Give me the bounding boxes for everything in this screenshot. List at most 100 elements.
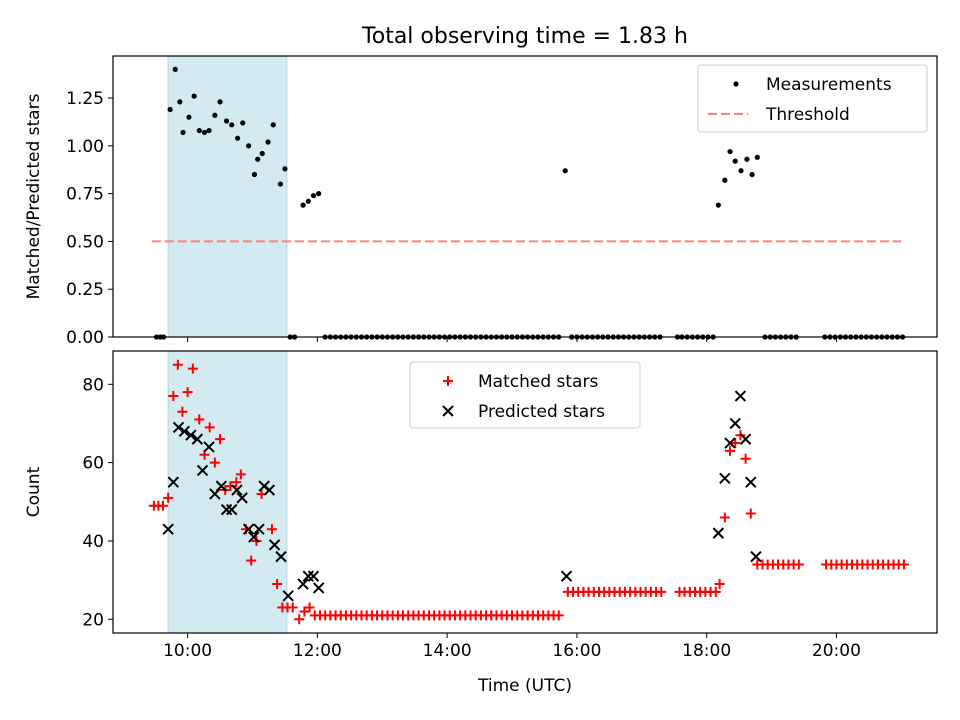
legend-label: Predicted stars <box>478 402 605 422</box>
x-tick-label: 10:00 <box>163 641 212 661</box>
data-point <box>316 191 322 197</box>
data-point <box>719 472 731 484</box>
data-point <box>553 610 564 621</box>
data-point <box>710 586 721 597</box>
shaded-span <box>168 56 287 337</box>
data-point <box>749 171 755 178</box>
data-point <box>268 539 281 551</box>
legend-box <box>409 361 641 429</box>
x-tick-label: 12:00 <box>293 641 342 661</box>
data-point <box>172 421 185 434</box>
data-point <box>305 198 311 204</box>
data-point <box>217 99 223 105</box>
data-point <box>172 359 183 370</box>
data-point <box>246 143 252 149</box>
data-point <box>656 586 667 597</box>
data-point <box>236 492 248 504</box>
data-point <box>302 570 315 582</box>
data-point <box>724 437 736 449</box>
data-point <box>734 390 747 402</box>
data-point <box>729 417 741 430</box>
legend-label: Matched stars <box>478 372 598 392</box>
data-point <box>294 614 305 625</box>
data-point <box>287 602 298 613</box>
data-point <box>712 527 725 539</box>
data-point <box>560 570 573 582</box>
data-point <box>182 387 193 398</box>
x-tick-label: 16:00 <box>552 641 601 661</box>
data-point <box>738 168 744 174</box>
y-tick-label: 1.00 <box>66 137 104 157</box>
data-point <box>266 524 277 535</box>
data-point <box>307 570 320 582</box>
data-point <box>231 484 243 496</box>
data-point <box>167 476 180 488</box>
data-point <box>714 579 725 590</box>
legend-key-matched <box>443 376 453 386</box>
legend-key-predicted <box>442 405 454 417</box>
data-point <box>229 122 235 128</box>
y-axis-label: Matched/Predicted stars <box>24 93 44 299</box>
data-point <box>745 508 756 519</box>
data-point <box>212 112 218 118</box>
data-point <box>739 433 752 445</box>
data-point <box>248 531 260 543</box>
data-point <box>898 559 909 570</box>
legend-box <box>697 64 928 133</box>
data-point <box>240 120 246 126</box>
data-point <box>300 202 306 208</box>
y-tick-label: 0.25 <box>66 280 104 300</box>
data-point <box>167 106 173 113</box>
data-point <box>201 129 208 136</box>
data-point <box>231 477 242 488</box>
data-point <box>282 166 288 172</box>
data-point <box>251 171 258 178</box>
y-tick-label: 0.00 <box>66 328 104 348</box>
data-point <box>194 414 205 425</box>
series-matched-stars <box>148 359 909 625</box>
data-point <box>740 453 751 464</box>
data-point <box>275 550 287 563</box>
data-point <box>162 523 174 535</box>
data-point <box>793 559 804 570</box>
data-point <box>226 503 238 516</box>
data-point <box>727 148 733 155</box>
data-point <box>255 156 261 162</box>
legend: Measurements Threshold <box>697 64 928 133</box>
axes-frame <box>112 55 938 338</box>
data-point <box>744 156 750 162</box>
data-point <box>157 500 168 511</box>
top-panel-ratio-plot: 0.00 0.25 0.50 0.75 1.00 1.25 Matched/Predicte… <box>24 55 938 348</box>
y-tick-label: 0.50 <box>66 232 104 252</box>
data-point <box>277 181 283 187</box>
data-point <box>297 578 309 590</box>
data-point <box>215 480 228 492</box>
data-point <box>223 118 230 124</box>
data-point <box>272 579 283 590</box>
data-point <box>253 523 265 535</box>
y-tick-label: 0.75 <box>66 185 104 205</box>
data-point <box>310 192 317 199</box>
data-point <box>725 445 736 456</box>
series-predicted-stars <box>162 390 762 602</box>
axes-frame <box>112 350 938 634</box>
bottom-panel-count-plot: 10:00 12:00 14:00 16:00 18:00 20:00 20 40 60 80 Co… <box>24 350 938 696</box>
data-point <box>304 602 315 613</box>
data-point <box>745 476 757 488</box>
data-point <box>234 135 241 141</box>
data-point <box>191 93 197 99</box>
data-point <box>177 406 188 417</box>
legend-label: Threshold <box>765 105 850 125</box>
data-point <box>196 464 209 477</box>
data-point <box>206 127 212 134</box>
data-point <box>187 363 198 374</box>
x-axis-label: Time (UTC) <box>477 676 572 696</box>
data-point <box>163 492 174 503</box>
x-tick-label: 14:00 <box>423 641 472 661</box>
x-tick-label: 18:00 <box>682 641 731 661</box>
data-point <box>209 457 220 468</box>
shaded-span <box>168 351 287 633</box>
chart-title: Total observing time = 1.83 h <box>361 24 688 49</box>
y-tick-label: 1.25 <box>66 89 104 109</box>
